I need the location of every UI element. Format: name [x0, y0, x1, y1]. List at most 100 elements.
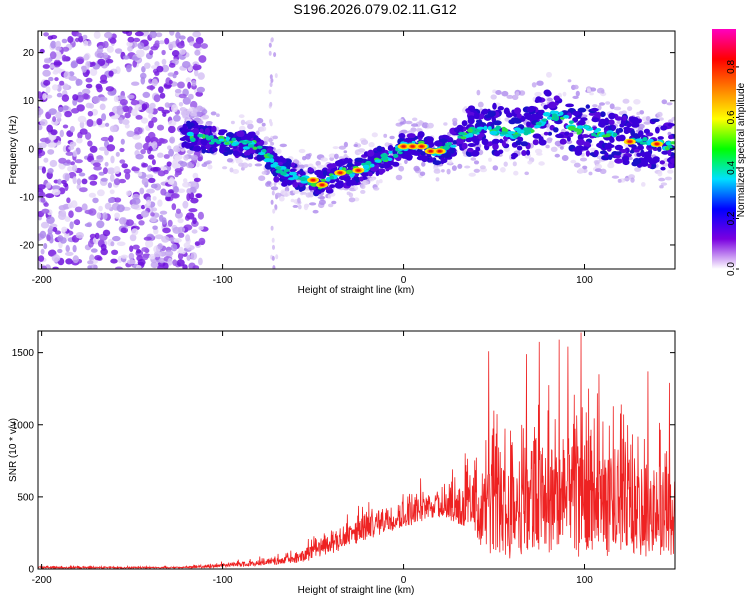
- spectrogram-noise-blob: [58, 107, 64, 112]
- spectrogram-core-blob: [553, 110, 559, 114]
- spectrogram-noise-blob: [55, 46, 62, 51]
- spectrogram-halo-blob: [658, 117, 664, 121]
- spectrogram-ridge-blob: [406, 133, 416, 139]
- spectrogram-noise-blob: [67, 36, 74, 43]
- spectrogram-noise-blob: [72, 176, 77, 185]
- spectrogram-halo-blob: [317, 164, 325, 169]
- spectrogram-noise-blob: [114, 266, 123, 269]
- spectrogram-noise-blob: [167, 219, 173, 227]
- spectrogram-noise-blob: [161, 217, 167, 225]
- spectrogram-core-blob: [460, 136, 467, 140]
- spectrogram-noise-blob: [92, 96, 101, 104]
- spectrogram-ridge-blob: [655, 126, 660, 134]
- spectrogram-noise-blob: [142, 91, 151, 98]
- spectrogram-halo-blob: [546, 71, 552, 78]
- spectrogram-noise-blob: [85, 61, 91, 69]
- spectrogram-noise-blob: [177, 252, 184, 260]
- spectrogram-core-blob: [551, 113, 558, 118]
- spectrogram-noise-blob: [158, 257, 165, 264]
- spectrogram-noise-blob: [182, 200, 189, 209]
- spectrogram-ridge-blob: [580, 146, 589, 151]
- spectrogram-noise-blob: [105, 86, 115, 92]
- spectrogram-noise-blob: [64, 216, 71, 222]
- spectrogram-halo-blob: [579, 157, 588, 162]
- spectrogram-halo-blob: [534, 148, 543, 154]
- spectrogram-noise-blob: [116, 204, 125, 213]
- spectrogram-core-blob: [567, 125, 576, 131]
- spectrogram-noise-blob: [38, 125, 43, 131]
- spectrogram-noise-blob: [134, 104, 143, 111]
- spectrogram-noise-blob: [116, 241, 126, 247]
- spectrogram-halo-blob: [240, 119, 246, 126]
- spectrogram-core-blob: [190, 137, 196, 143]
- spectrogram-noise-blob: [86, 119, 94, 127]
- spectrogram-halo-blob: [666, 102, 673, 106]
- chart-title: S196.2026.079.02.11.G12: [293, 1, 456, 17]
- spectrogram-halo-blob: [270, 141, 275, 146]
- spectrogram-halo-blob: [488, 157, 492, 162]
- spectrogram-halo-blob: [305, 153, 311, 160]
- spectrogram-halo-blob: [357, 148, 366, 153]
- spectrogram-ridge-blob: [290, 162, 296, 167]
- spectrogram-halo-blob: [622, 98, 630, 104]
- spectrogram-noise-blob: [40, 197, 46, 203]
- spectrogram-noise-blob: [119, 99, 128, 106]
- spectrogram-halo-blob: [667, 169, 674, 174]
- spectrogram-noise-blob: [159, 40, 165, 45]
- spectrogram-core-blob: [445, 142, 452, 146]
- spectrogram-ridge-blob: [661, 150, 669, 155]
- spectrogram-noise-blob: [132, 244, 140, 250]
- spectrogram-halo-blob: [353, 197, 360, 202]
- spectrogram-halo-blob: [297, 204, 302, 210]
- spectrogram-noise-blob: [177, 218, 184, 224]
- spectrogram-core-blob: [487, 126, 492, 131]
- spectrogram-noise-blob: [148, 154, 155, 160]
- spectrogram-noise-blob: [173, 186, 180, 193]
- spectrogram-noise-blob: [129, 245, 134, 252]
- spectrogram-noise-blob: [141, 177, 149, 186]
- spectrogram-noise-blob: [120, 227, 127, 233]
- spectrogram-noise-blob: [68, 75, 77, 81]
- spectrogram-halo-blob: [578, 167, 584, 174]
- spectrogram-core-blob: [186, 131, 194, 137]
- spectrogram-ridge-blob: [521, 150, 527, 156]
- spectrogram-core-blob: [197, 133, 204, 138]
- spectrogram-halo-blob: [179, 107, 187, 112]
- spectrogram-noise-blob: [128, 252, 135, 260]
- spectrogram-ridge-blob: [530, 113, 540, 118]
- spectrogram-ridge-blob: [543, 104, 548, 110]
- spectrogram-halo-blob: [389, 135, 395, 140]
- spectrogram-x-tick-label: 0: [401, 275, 407, 286]
- spectrogram-noise-blob: [123, 168, 131, 174]
- spectrogram-noise-blob: [81, 203, 88, 211]
- spectrogram-halo-blob: [545, 144, 550, 149]
- spectrogram-halo-blob: [478, 149, 484, 156]
- spectrogram-stripe-blob: [269, 101, 273, 107]
- spectrogram-halo-blob: [283, 190, 291, 197]
- spectrogram-noise-blob: [160, 188, 167, 196]
- spectrogram-halo-blob: [560, 146, 564, 150]
- spectrogram-noise-blob: [159, 210, 168, 215]
- spectrogram-ridge-blob: [282, 179, 288, 186]
- spectrogram-ridge-blob: [526, 106, 535, 113]
- spectrogram-halo-blob: [513, 170, 519, 176]
- spectrogram-noise-blob: [113, 166, 121, 174]
- spectrogram-noise-blob: [119, 217, 127, 225]
- spectrogram-noise-blob: [63, 182, 69, 188]
- spectrogram-ridge-blob: [660, 166, 666, 171]
- spectrogram-noise-blob: [163, 83, 172, 88]
- spectrogram-noise-blob: [143, 236, 152, 241]
- spectrogram-core-blob: [244, 140, 253, 144]
- spectrogram-noise-blob: [145, 107, 153, 114]
- spectrogram-core-blob: [289, 171, 297, 176]
- spectrogram-halo-blob: [312, 209, 319, 214]
- spectrogram-noise-blob: [141, 163, 148, 168]
- spectrogram-stripe-blob: [268, 50, 272, 56]
- spectrogram-noise-blob: [109, 189, 115, 195]
- spectrogram-noise-blob: [71, 108, 80, 114]
- spectrogram-halo-blob: [554, 153, 560, 158]
- spectrogram-halo-blob: [404, 159, 408, 165]
- spectrogram-noise-blob: [121, 163, 128, 169]
- spectrogram-ridge-blob: [614, 144, 624, 151]
- spectrogram-halo-blob: [222, 166, 228, 170]
